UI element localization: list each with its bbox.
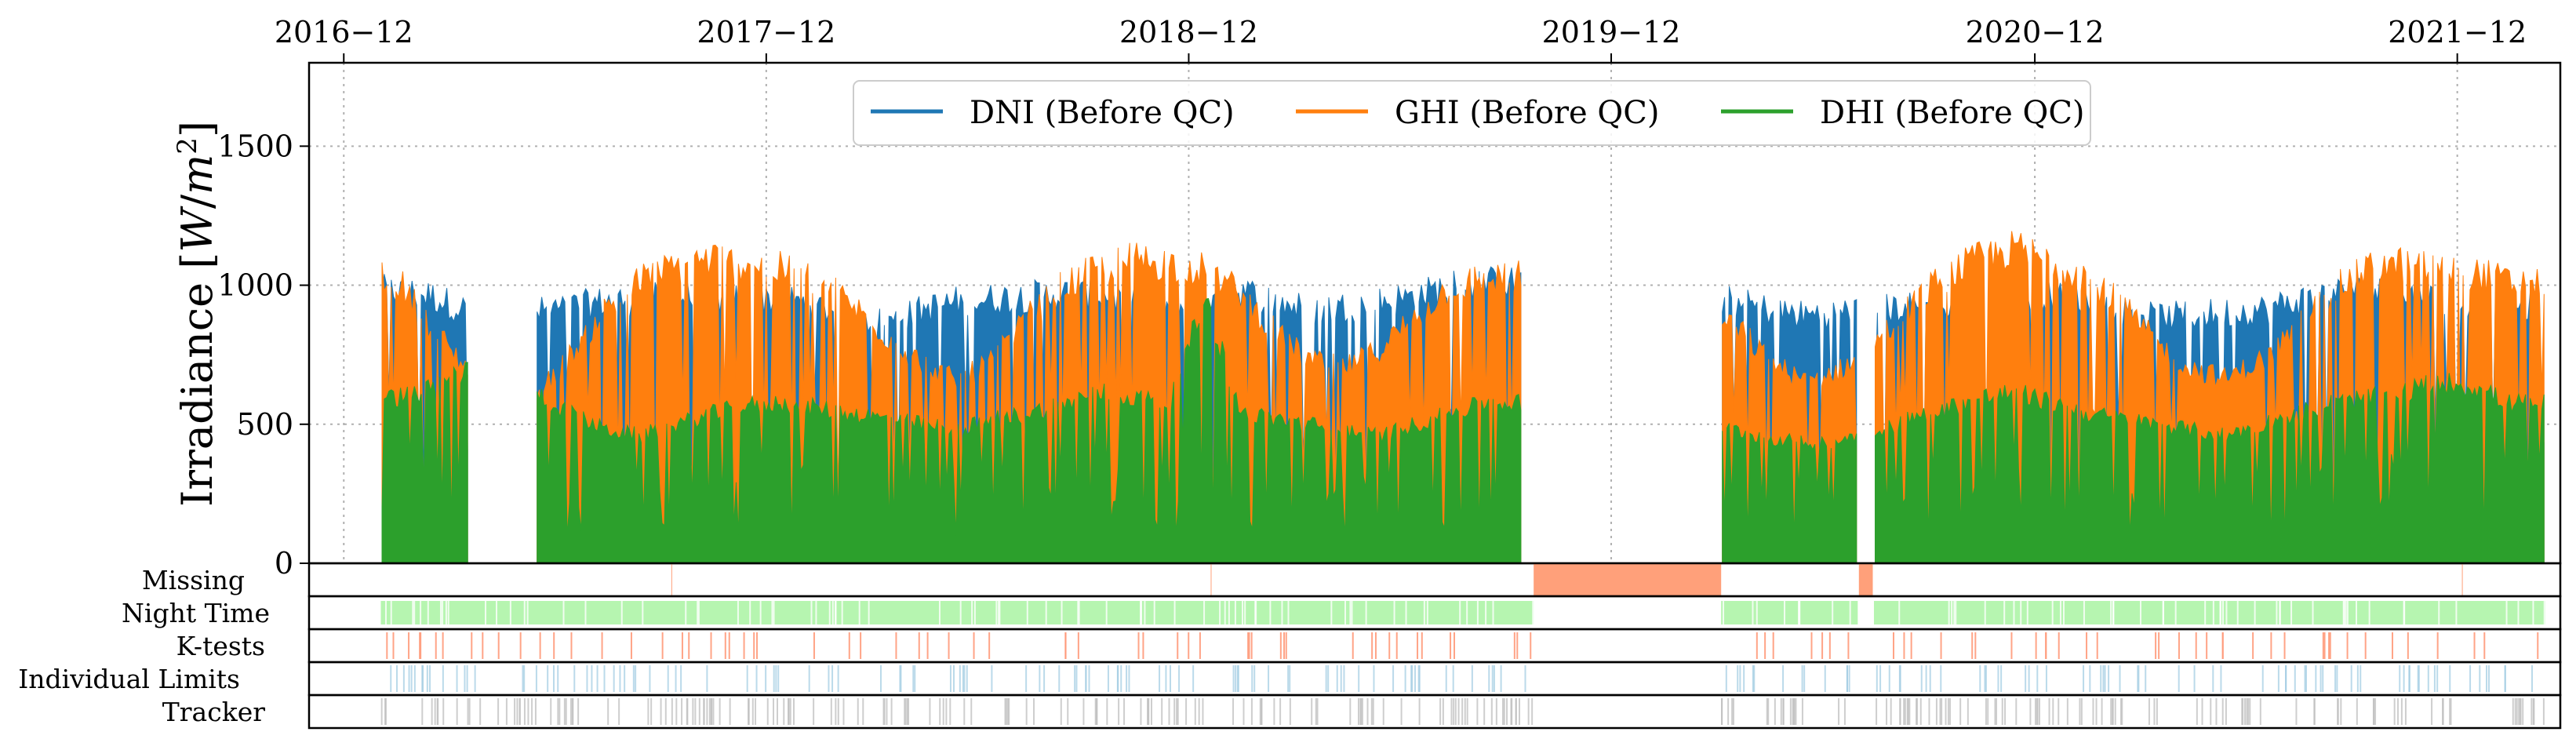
night-band (1873, 601, 2545, 624)
missing-band (1534, 564, 1722, 595)
missing-mark (1210, 564, 1212, 595)
strip-label-missing: Missing (142, 565, 245, 595)
legend-label-dni: DNI (Before QC) (970, 95, 1235, 131)
missing-band (1858, 564, 1873, 595)
strip-fills (380, 564, 2545, 725)
series-dhi (381, 297, 2545, 564)
qc-strips: Missing Night Time K-tests Individual Li… (18, 562, 2562, 730)
y-axis-label: Irradiance [W/m2] (172, 121, 222, 507)
x-tick-label: 2017−12 (697, 15, 835, 49)
y-tick-label: 0 (275, 546, 293, 581)
x-tick-label: 2019−12 (1542, 15, 1681, 49)
strip-label-ktests: K-tests (176, 631, 265, 661)
x-axis-ticks: 2016−12 2017−12 2018−12 2019−12 2020−12 2021−… (275, 15, 2527, 63)
night-band (1721, 601, 1858, 624)
x-tick-label: 2018−12 (1119, 15, 1258, 49)
legend-box (853, 80, 2091, 146)
x-tick-label: 2020−12 (1966, 15, 2105, 49)
series-layer (381, 231, 2545, 564)
x-tick-label: 2016−12 (275, 15, 413, 49)
series-area-dhi (1875, 373, 2545, 564)
y-tick-label: 1500 (217, 129, 293, 163)
strip-frame-limits (307, 661, 2562, 697)
series-area-dhi (381, 362, 468, 564)
missing-mark (671, 564, 672, 595)
missing-mark (2461, 564, 2463, 595)
strip-label-individual-limits: Individual Limits (18, 664, 240, 694)
series-area-dhi (537, 297, 1522, 564)
legend: DNI (Before QC) GHI (Before QC) DHI (Bef… (853, 80, 2091, 146)
y-tick-label: 1000 (217, 268, 293, 303)
strip-frame-missing (307, 562, 2562, 598)
strip-label-tracker: Tracker (162, 697, 265, 727)
strip-label-night: Night Time (122, 598, 270, 628)
y-tick-label: 500 (236, 407, 293, 442)
x-tick-label: 2021−12 (2388, 15, 2527, 49)
strip-frame-tracker (307, 694, 2562, 730)
legend-label-ghi: GHI (Before QC) (1395, 95, 1659, 131)
night-band (380, 601, 1534, 624)
series-area-dhi (1722, 423, 1857, 564)
y-axis-ticks: 0 500 1000 1500 (217, 129, 309, 581)
legend-label-dhi: DHI (Before QC) (1820, 95, 2085, 131)
